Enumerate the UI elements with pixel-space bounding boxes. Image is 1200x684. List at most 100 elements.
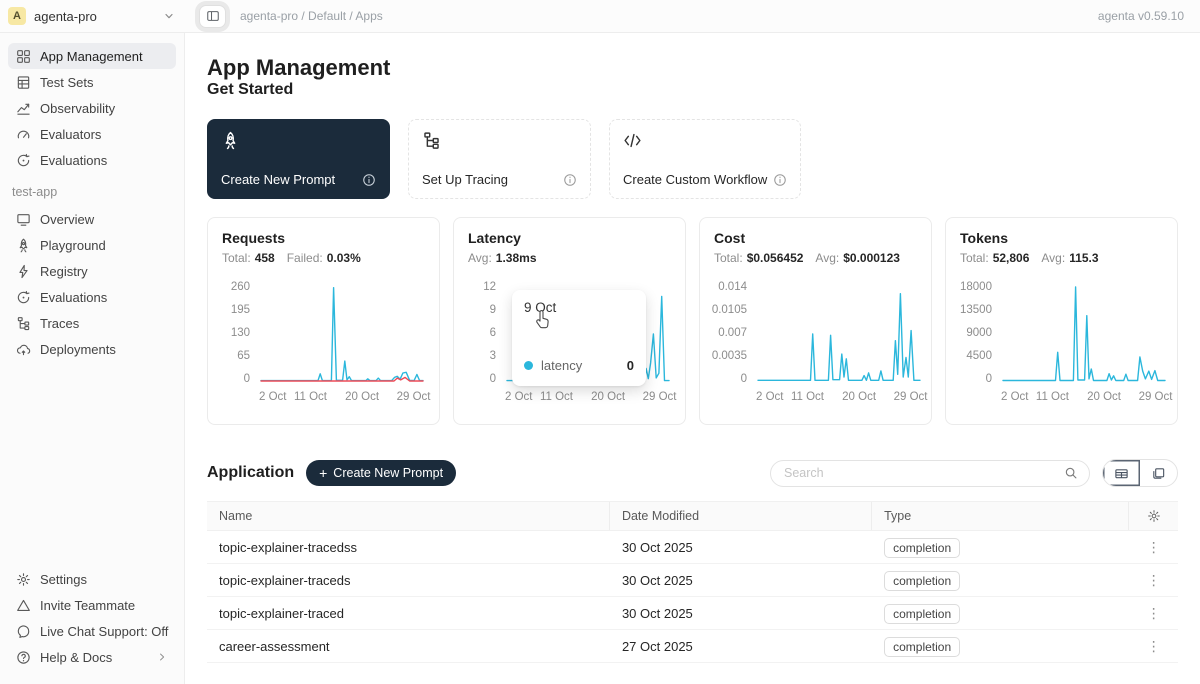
table-row[interactable]: career-assessment 27 Oct 2025 completion… (207, 630, 1178, 663)
column-header-type[interactable]: Type (872, 502, 1129, 530)
chart-plot[interactable]: 2 Oct11 Oct20 Oct29 Oct (259, 281, 425, 385)
sidebar-item-live-chat-support-off[interactable]: Live Chat Support: Off (8, 618, 176, 644)
x-axis-label: 2 Oct (259, 391, 286, 403)
x-axis-label: 11 Oct (1036, 391, 1069, 403)
type-badge: completion (884, 538, 960, 558)
sidebar-item-label: Overview (40, 212, 94, 227)
create-new-prompt-label: Create New Prompt (333, 466, 443, 480)
sidebar-item-evaluators[interactable]: Evaluators (8, 121, 176, 147)
stat-value: 0.03% (327, 251, 361, 265)
sidebar-item-label: Invite Teammate (40, 598, 135, 613)
kebab-menu-icon[interactable]: ⋮ (1143, 638, 1165, 655)
info-icon (773, 173, 787, 187)
stat-value: 115.3 (1069, 251, 1098, 265)
bolt-icon (16, 264, 31, 279)
sidebar-item-help-docs[interactable]: Help & Docs (8, 644, 176, 670)
sidebar-item-registry[interactable]: Registry (8, 258, 176, 284)
sidebar-main-nav: App Management Test Sets Observability E… (8, 43, 176, 173)
create-new-prompt-button[interactable]: + Create New Prompt (306, 460, 456, 486)
x-axis-label: 29 Oct (1139, 391, 1173, 403)
sidebar-item-label: Evaluations (40, 153, 107, 168)
x-axis-label: 2 Oct (756, 391, 783, 403)
column-header-date-modified[interactable]: Date Modified (610, 502, 872, 530)
search-input[interactable] (782, 465, 1064, 481)
y-axis-label: 18000 (960, 281, 992, 293)
y-axis-label: 0.0035 (712, 350, 747, 362)
y-axis-label: 0 (244, 373, 250, 385)
chart: 0.0140.01050.0070.00350 2 Oct11 Oct20 Oc… (714, 281, 917, 385)
app-type: completion (872, 540, 1129, 555)
sidebar-item-invite-teammate[interactable]: Invite Teammate (8, 592, 176, 618)
table-view-icon (1114, 466, 1129, 481)
table-view-button[interactable] (1103, 460, 1140, 486)
stat-pair: Avg: 1.38ms (468, 251, 537, 265)
stat-pair: Failed: 0.03% (287, 251, 361, 265)
chart-y-axis: 129630 (468, 281, 505, 385)
view-toggle (1102, 459, 1178, 487)
get-started-card-set-up-tracing[interactable]: Set Up Tracing (408, 119, 591, 199)
table-row[interactable]: topic-explainer-tracedss 30 Oct 2025 com… (207, 531, 1178, 564)
card-view-button[interactable] (1140, 460, 1177, 486)
invite-icon (16, 598, 31, 613)
x-axis-label: 29 Oct (894, 391, 928, 403)
sidebar-item-evaluations[interactable]: Evaluations (8, 284, 176, 310)
get-started-card-create-new-prompt[interactable]: Create New Prompt (207, 119, 390, 199)
search-icon[interactable] (1064, 466, 1078, 480)
sidebar-item-test-sets[interactable]: Test Sets (8, 69, 176, 95)
chart-y-axis: 260195130650 (222, 281, 259, 385)
kebab-menu-icon[interactable]: ⋮ (1143, 605, 1165, 622)
stat-card-title: Cost (714, 230, 917, 246)
kebab-menu-icon[interactable]: ⋮ (1143, 539, 1165, 556)
sidebar-item-evaluations[interactable]: Evaluations (8, 147, 176, 173)
traces-icon (422, 131, 577, 150)
table-row[interactable]: topic-explainer-traceds 30 Oct 2025 comp… (207, 564, 1178, 597)
table-row[interactable]: topic-explainer-traced 30 Oct 2025 compl… (207, 597, 1178, 630)
type-badge: completion (884, 604, 960, 624)
y-axis-label: 65 (237, 350, 250, 362)
sidebar-item-settings[interactable]: Settings (8, 566, 176, 592)
sidebar-item-overview[interactable]: Overview (8, 206, 176, 232)
y-axis-label: 260 (231, 281, 250, 293)
x-axis-label: 2 Oct (1001, 391, 1028, 403)
get-started-card-create-custom-workflow[interactable]: Create Custom Workflow (609, 119, 801, 199)
version-label: agenta v0.59.10 (1098, 9, 1184, 23)
row-actions: ⋮ (1129, 572, 1178, 589)
sidebar-item-traces[interactable]: Traces (8, 310, 176, 336)
sidebar-item-observability[interactable]: Observability (8, 95, 176, 121)
x-axis-label: 29 Oct (643, 391, 677, 403)
breadcrumb[interactable]: agenta-pro / Default / Apps (240, 9, 383, 23)
y-axis-label: 12 (483, 281, 496, 293)
table-header: Name Date Modified Type (207, 501, 1178, 531)
app-name: career-assessment (207, 639, 610, 654)
grid-icon (16, 49, 31, 64)
sidebar-panel-icon (206, 9, 220, 23)
sidebar-item-deployments[interactable]: Deployments (8, 336, 176, 362)
sidebar-toggle-button[interactable] (199, 5, 226, 28)
stat-label: Total: (222, 251, 251, 265)
sidebar-section-label: test-app (12, 185, 172, 199)
chart-plot[interactable]: 2 Oct11 Oct20 Oct29 Oct (1001, 281, 1167, 385)
y-axis-label: 130 (231, 327, 250, 339)
chart-x-axis: 2 Oct11 Oct20 Oct29 Oct (756, 391, 922, 407)
rocket-icon (221, 131, 376, 150)
application-header: Application + Create New Prompt (207, 459, 1178, 487)
chart-plot[interactable]: 2 Oct11 Oct20 Oct29 Oct (756, 281, 922, 385)
get-started-card-label: Create Custom Workflow (623, 172, 767, 187)
row-actions: ⋮ (1129, 605, 1178, 622)
x-axis-label: 20 Oct (345, 391, 379, 403)
table-settings-button[interactable] (1129, 502, 1178, 530)
get-started-cards: Create New Prompt Set Up Tracing Create … (207, 119, 1178, 199)
sidebar-item-app-management[interactable]: App Management (8, 43, 176, 69)
stat-card-tokens: Tokens Total: 52,806 Avg: 115.3 18000135… (945, 217, 1178, 425)
stat-pair: Total: 458 (222, 251, 275, 265)
kebab-menu-icon[interactable]: ⋮ (1143, 572, 1165, 589)
sidebar-item-playground[interactable]: Playground (8, 232, 176, 258)
applications-table: Name Date Modified Type topic-explainer-… (207, 501, 1178, 663)
chart-y-axis: 1800013500900045000 (960, 281, 1001, 385)
chart-x-axis: 2 Oct11 Oct20 Oct29 Oct (505, 391, 671, 407)
column-header-name[interactable]: Name (207, 502, 610, 530)
stat-card-stats: Total: 52,806 Avg: 115.3 (960, 251, 1163, 265)
y-axis-label: 9 (490, 304, 496, 316)
app-date-modified: 27 Oct 2025 (610, 639, 872, 654)
workspace-selector[interactable]: A agenta-pro (8, 7, 185, 25)
